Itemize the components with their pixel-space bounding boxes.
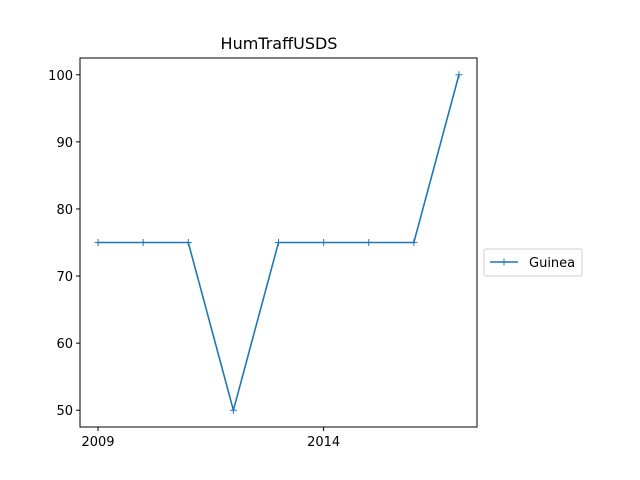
data-point	[229, 406, 237, 414]
y-tick-label: 60	[56, 337, 73, 352]
legend-box	[483, 248, 583, 277]
y-tick-label: 50	[56, 404, 73, 419]
data-point	[410, 239, 418, 246]
legend: Guinea	[483, 248, 583, 277]
plot-area: 50 60 70 80 90 100 2009 2014	[48, 57, 478, 450]
data-point	[184, 239, 192, 246]
data-point	[275, 239, 282, 246]
y-tick-label: 90	[56, 136, 73, 151]
x-tick-label: 2009	[81, 435, 114, 450]
y-tick-label: 100	[48, 69, 73, 84]
y-tick-label: 70	[56, 270, 73, 285]
data-point	[94, 239, 102, 246]
data-point	[139, 239, 147, 246]
axes-frame	[79, 57, 478, 428]
data-point	[365, 239, 373, 246]
legend-series-label: Guinea	[529, 256, 575, 271]
legend-series-line-sample	[490, 258, 518, 266]
data-point	[320, 239, 328, 246]
y-tick-label: 80	[56, 203, 73, 218]
x-tick-label: 2014	[307, 435, 340, 450]
chart-title: HumTraffUSDS	[221, 34, 338, 53]
data-point	[455, 71, 463, 79]
